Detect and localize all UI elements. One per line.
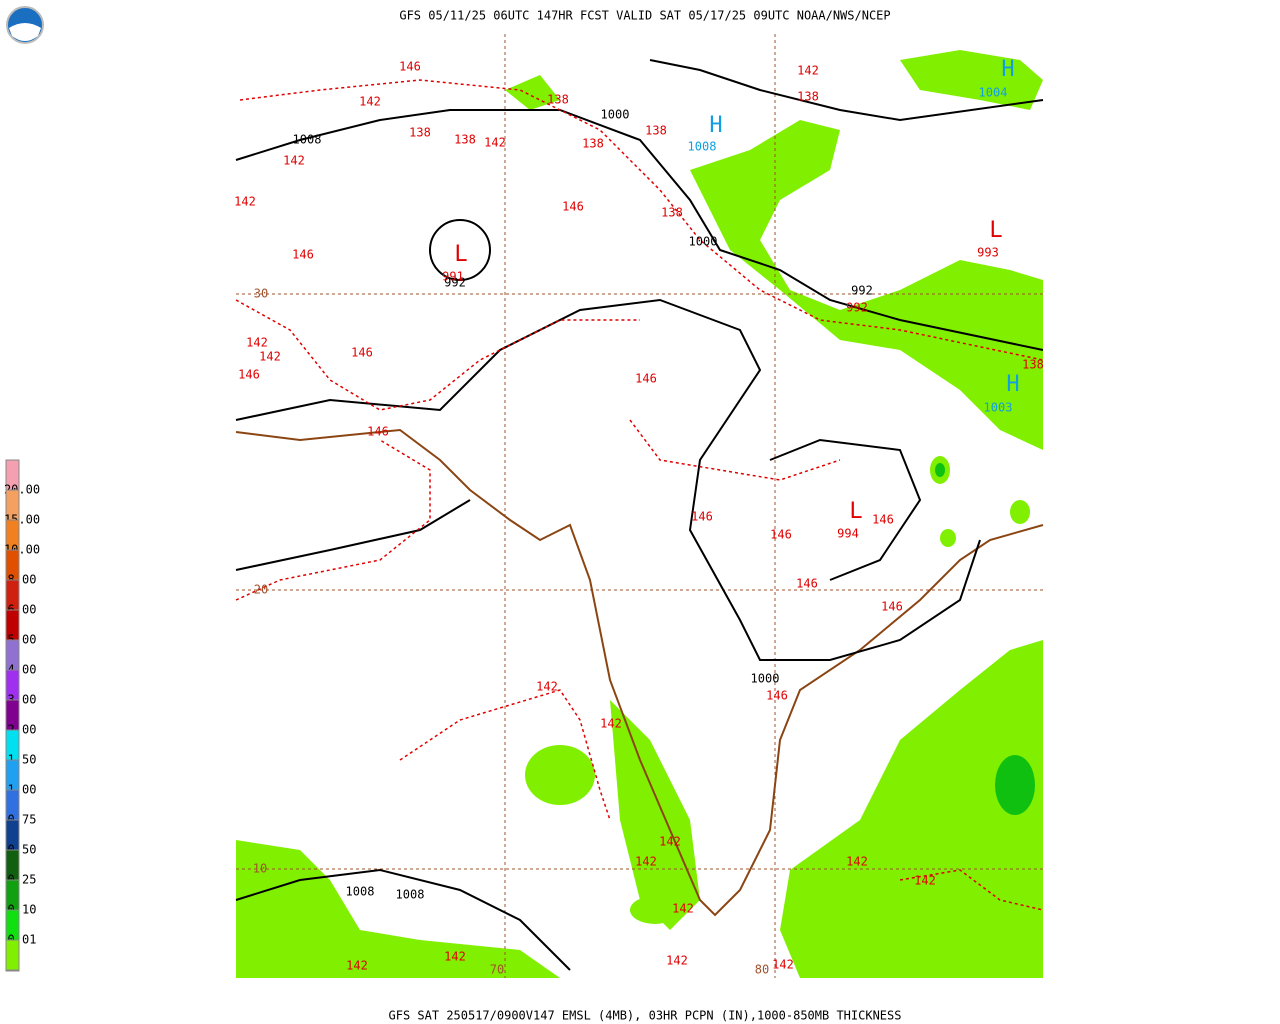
map-caption: GFS SAT 250517/0900V147 EMSL (4MB), 03HR… (389, 1009, 902, 1023)
thickness-label: 146 (635, 372, 657, 386)
pressure-label: 992 (851, 284, 873, 298)
thickness-label: 142 (444, 950, 466, 964)
low-value: 994 (837, 527, 859, 541)
pressure-label: 1008 (396, 888, 425, 902)
high-value: 1003 (984, 401, 1013, 415)
high-value: 1008 (688, 140, 717, 154)
thickness-label: 146 (872, 513, 894, 527)
thickness-label: 142 (846, 855, 868, 869)
low-symbol: L (454, 242, 467, 267)
isobars (235, 59, 1044, 971)
high-symbol: H (709, 113, 722, 138)
thickness-label: 146 (770, 528, 792, 542)
low-symbol: L (849, 499, 862, 524)
low-symbol: L (989, 218, 1002, 243)
high-symbol: H (1001, 57, 1014, 82)
precip-heavy (935, 463, 1035, 815)
thickness-label: 142 (772, 958, 794, 972)
coastline (235, 428, 1044, 917)
thickness-label: 146 (691, 510, 713, 524)
thickness-label: 146 (238, 368, 260, 382)
thickness-label: 146 (796, 577, 818, 591)
low-value: 991 (442, 270, 464, 284)
thickness-label: 142 (536, 680, 558, 694)
thickness-label: 142 (672, 902, 694, 916)
thickness-label: 138 (582, 137, 604, 151)
grid-label: 20 (254, 583, 268, 597)
thickness-label: 138 (547, 93, 569, 107)
thickness-label: 146 (367, 425, 389, 439)
thickness-label: 142 (283, 154, 305, 168)
thickness-label: 142 (914, 874, 936, 888)
thickness-contours (235, 79, 1044, 911)
thickness-label: 146 (881, 600, 903, 614)
legend: 20.0015.0010.008.006.005.004.003.002.001… (4, 459, 40, 972)
pressure-label: 1000 (601, 108, 630, 122)
grid-label: 80 (755, 963, 769, 977)
thickness-label: 138 (409, 126, 431, 140)
pressure-label: 992 (444, 276, 466, 290)
thickness-label: 142 (484, 136, 506, 150)
grid-label: 10 (253, 862, 267, 876)
pressure-label: 1000 (751, 672, 780, 686)
thickness-label: 142 (797, 64, 819, 78)
noaa-logo (6, 6, 44, 44)
map-title: GFS 05/11/25 06UTC 147HR FCST VALID SAT … (399, 9, 890, 23)
thickness-label: 146 (766, 689, 788, 703)
thickness-label: 142 (246, 336, 268, 350)
thickness-label: 142 (359, 95, 381, 109)
high-value: 1004 (979, 86, 1008, 100)
grid-label: 70 (490, 963, 504, 977)
thickness-label: 138 (645, 124, 667, 138)
thickness-label: 146 (562, 200, 584, 214)
precip-areas (236, 50, 1043, 978)
thickness-label: 142 (234, 195, 256, 209)
thickness-label: 146 (351, 346, 373, 360)
thickness-label: 142 (259, 350, 281, 364)
thickness-label: 138 (661, 206, 683, 220)
thickness-label: 142 (600, 717, 622, 731)
pressure-label: 1008 (346, 885, 375, 899)
thickness-label: 142 (666, 954, 688, 968)
pressure-label: 1008 (293, 133, 322, 147)
low-value: 992 (846, 301, 868, 315)
thickness-label: 138 (797, 90, 819, 104)
legend-swatch (5, 939, 20, 971)
grid-label: 30 (254, 287, 268, 301)
thickness-label: 138 (1022, 358, 1044, 372)
thickness-label: 138 (454, 133, 476, 147)
high-symbol: H (1006, 372, 1019, 397)
grid-lines (236, 34, 1043, 978)
low-value: 993 (977, 246, 999, 260)
thickness-label: 142 (659, 835, 681, 849)
thickness-label: 146 (292, 248, 314, 262)
thickness-label: 146 (399, 60, 421, 74)
pressure-label: 1000 (689, 235, 718, 249)
thickness-label: 142 (346, 959, 368, 973)
thickness-label: 142 (635, 855, 657, 869)
